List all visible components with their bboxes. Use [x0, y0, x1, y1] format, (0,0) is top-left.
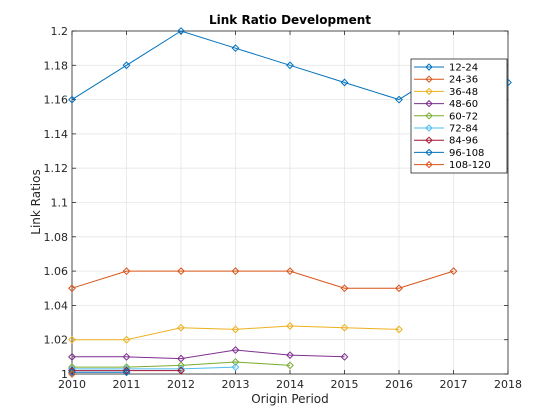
legend-marker	[425, 87, 433, 96]
series-line	[72, 366, 236, 370]
data-point	[231, 267, 240, 276]
series-line	[72, 349, 345, 360]
series-line	[72, 325, 400, 341]
legend-entry: 60-72	[449, 111, 478, 122]
legend-marker	[425, 63, 433, 71]
y-tick-label: 1.14	[44, 128, 69, 141]
series-96-108	[68, 368, 131, 377]
x-axis-label: Origin Period	[251, 392, 329, 406]
data-point	[177, 267, 185, 276]
data-point	[68, 370, 76, 378]
data-point	[231, 358, 240, 366]
legend-marker	[425, 124, 433, 132]
data-point	[177, 366, 185, 375]
x-tick-label: 2010	[58, 378, 86, 391]
x-tick-label: 2015	[331, 378, 359, 391]
x-tick-label: 2016	[385, 378, 413, 391]
chart-title: Link Ratio Development	[209, 13, 371, 27]
legend-entry: 24-36	[449, 75, 478, 86]
data-point	[68, 95, 76, 104]
data-point	[340, 352, 349, 361]
data-point	[122, 267, 131, 276]
data-point	[122, 368, 131, 377]
legend-entry: 36-48	[449, 87, 478, 98]
data-point	[177, 364, 185, 373]
data-point	[286, 361, 294, 370]
data-point	[286, 351, 294, 360]
data-point	[68, 284, 76, 293]
y-tick-label: 1.08	[44, 231, 69, 244]
data-point	[68, 366, 76, 375]
y-tick-label: 1.12	[44, 162, 69, 175]
data-point	[122, 335, 131, 344]
series-36-48	[68, 322, 403, 344]
y-tick-label: 1.16	[44, 94, 69, 107]
data-point	[395, 325, 403, 334]
data-point	[231, 346, 240, 354]
data-point	[340, 284, 349, 293]
data-point	[231, 363, 240, 372]
data-point	[122, 61, 131, 70]
y-tick-label: 1.06	[44, 265, 69, 278]
x-tick-label: 2017	[440, 378, 468, 391]
data-point	[122, 352, 131, 361]
legend-entry: 96-108	[449, 148, 484, 159]
series-84-96	[68, 366, 185, 375]
series-layer	[68, 27, 512, 378]
legend-marker	[425, 148, 433, 157]
data-point	[68, 352, 76, 361]
legend-entry: 48-60	[449, 99, 478, 110]
legend-marker	[425, 99, 433, 108]
data-point	[340, 78, 349, 87]
y-axis-ticks: 1 1.02 1.04 1.06 1.08 1.1 1.12 1.14 1.16 1.18 1.2	[44, 25, 508, 381]
data-point	[395, 284, 403, 293]
data-point	[231, 325, 240, 334]
legend-marker	[425, 160, 433, 169]
legend-entry: 84-96	[449, 136, 478, 147]
series-108-120	[68, 370, 76, 378]
y-axis-label: Link Ratios	[29, 169, 43, 234]
data-point	[286, 322, 294, 330]
x-tick-label: 2011	[113, 378, 141, 391]
legend-marker	[425, 112, 433, 120]
legend-entry: 108-120	[449, 160, 491, 171]
series-24-36	[68, 267, 458, 293]
y-tick-label: 1.18	[44, 59, 69, 72]
legend-entry: 72-84	[449, 124, 478, 135]
data-point	[231, 44, 240, 53]
x-axis-ticks: 2010 2011 2012 2013 2014 2015 2016 2017 2018	[58, 31, 522, 391]
data-point	[286, 61, 294, 70]
y-tick-label: 1.02	[44, 334, 69, 347]
legend-entry: 12-24	[449, 63, 478, 74]
data-point	[68, 335, 76, 344]
x-tick-label: 2013	[222, 378, 250, 391]
data-point	[122, 366, 131, 375]
y-tick-label: 1.2	[51, 25, 69, 38]
x-tick-label: 2012	[167, 378, 195, 391]
data-point	[395, 95, 403, 104]
series-line	[71, 270, 454, 289]
y-tick-label: 1.04	[44, 299, 69, 312]
data-point	[449, 267, 458, 276]
y-tick-label: 1	[61, 368, 68, 381]
legend-marker	[425, 136, 433, 144]
y-tick-label: 1.1	[51, 197, 69, 210]
data-point	[340, 323, 349, 332]
x-tick-label: 2014	[276, 378, 304, 391]
x-tick-label: 2018	[494, 378, 522, 391]
data-point	[177, 27, 185, 35]
data-point	[286, 267, 294, 276]
legend-marker	[425, 75, 433, 83]
data-point	[68, 368, 76, 377]
data-point	[177, 323, 185, 332]
